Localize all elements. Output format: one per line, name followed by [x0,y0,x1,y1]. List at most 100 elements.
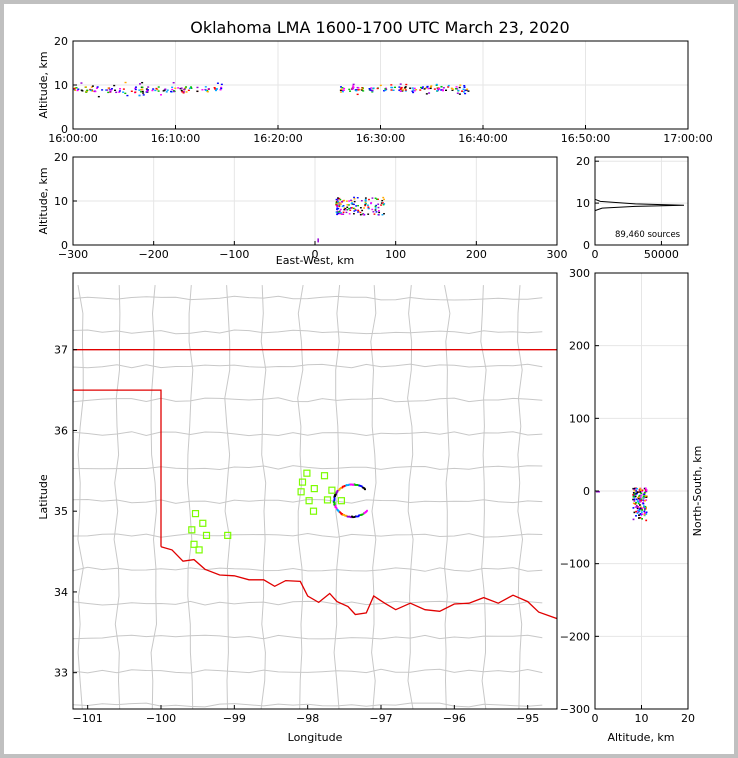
time-source-point [467,90,470,92]
ew-source-point [335,211,338,213]
longitude-label: Longitude [288,731,343,744]
ns-source-point [643,496,646,499]
altitude-histogram-frame [594,156,689,246]
ns-source-point [640,489,642,492]
altitude-tick-label: 10 [54,195,68,208]
time-source-point [355,89,358,92]
time-source-point [357,89,360,91]
ns-source-point [636,491,639,493]
time-source-point [160,94,163,96]
ns-source-point [639,497,642,499]
ew-source-point [357,204,359,207]
time-source-point [91,85,94,87]
ew-source-point [368,198,370,201]
ns-source-point [637,509,640,512]
plan-view-frame [72,272,558,710]
ns-source-point [641,490,643,493]
time-source-point [362,90,365,92]
ns-origin-source-point [595,491,600,493]
time-source-point [179,87,182,90]
ew-tick-label: 300 [547,248,568,261]
ew-source-point [367,204,369,206]
ew-source-point [374,205,377,208]
time-source-point [424,87,427,89]
time-altitude-ylabel: Altitude, km [37,51,50,118]
time-source-point [461,90,464,92]
time-source-point [404,86,407,88]
time-source-point [155,87,158,90]
time-source-point [404,90,407,92]
time-source-point [360,89,363,91]
ns-source-point [643,499,645,502]
ew-source-point [340,203,342,205]
time-tick-label: 16:30:00 [356,132,405,145]
ew-source-point [338,202,341,205]
county-boundary-line [407,285,414,709]
time-source-point [73,88,76,90]
ns-source-point [636,492,638,495]
ns-source-point [637,511,640,513]
time-source-point [124,92,127,95]
time-source-point [352,86,355,89]
time-source-point [134,91,137,93]
ns-altitude-panel: 0 10 20 −300 −200 −100 0 100 200 300 North-South,… [560,267,704,744]
time-source-point [398,86,401,88]
ns-source-point [638,514,640,516]
time-source-point [190,86,193,88]
time-source-point [91,90,94,92]
county-boundary-line [73,397,543,403]
ew-source-point [354,209,357,211]
map-source-point [342,514,345,516]
time-source-point [399,83,402,85]
time-source-point [419,89,422,91]
time-source-point [463,85,466,87]
time-source-point [139,89,142,91]
county-boundary-line [73,566,543,572]
time-source-point [356,93,359,96]
time-source-point [141,81,144,84]
ew-source-point [346,200,348,202]
ns-source-point [633,493,636,496]
latitude-label: Latitude [37,474,50,520]
ew-source-point [343,199,346,202]
ew-source-point [353,196,355,199]
time-source-point [139,91,142,93]
time-source-point [339,89,342,92]
time-tick-label: 16:40:00 [458,132,507,145]
county-boundary-line [333,285,341,709]
ns-source-point [643,514,646,516]
time-source-point [190,87,193,89]
time-source-point [464,89,467,92]
time-source-point [412,89,415,91]
time-source-point [379,84,382,87]
ns-source-point [645,489,648,491]
time-source-point [454,88,457,90]
ns-source-point [637,501,640,503]
time-source-point [214,89,217,92]
ns-source-point [634,495,637,498]
time-source-point [457,89,460,92]
ns-source-point [638,508,641,510]
ns-source-point [642,502,645,505]
time-source-point [371,89,374,92]
time-source-point [455,86,458,88]
ns-source-point [643,510,646,513]
time-source-point [409,87,412,89]
ew-source-point [348,200,351,202]
county-boundary-line [73,431,543,437]
time-source-point [413,87,416,90]
time-source-point [141,88,144,90]
time-source-point [89,89,92,92]
time-source-point [220,87,223,90]
ew-source-point [351,207,353,209]
map-source-point [362,513,364,516]
time-source-point [452,88,455,91]
time-source-point [170,90,173,93]
time-source-point [341,90,344,93]
ns-source-point [641,489,644,492]
time-source-point [142,92,145,94]
ew-source-point [341,205,344,208]
time-source-point [204,88,207,91]
time-source-point [90,86,93,88]
time-source-point [458,93,461,95]
